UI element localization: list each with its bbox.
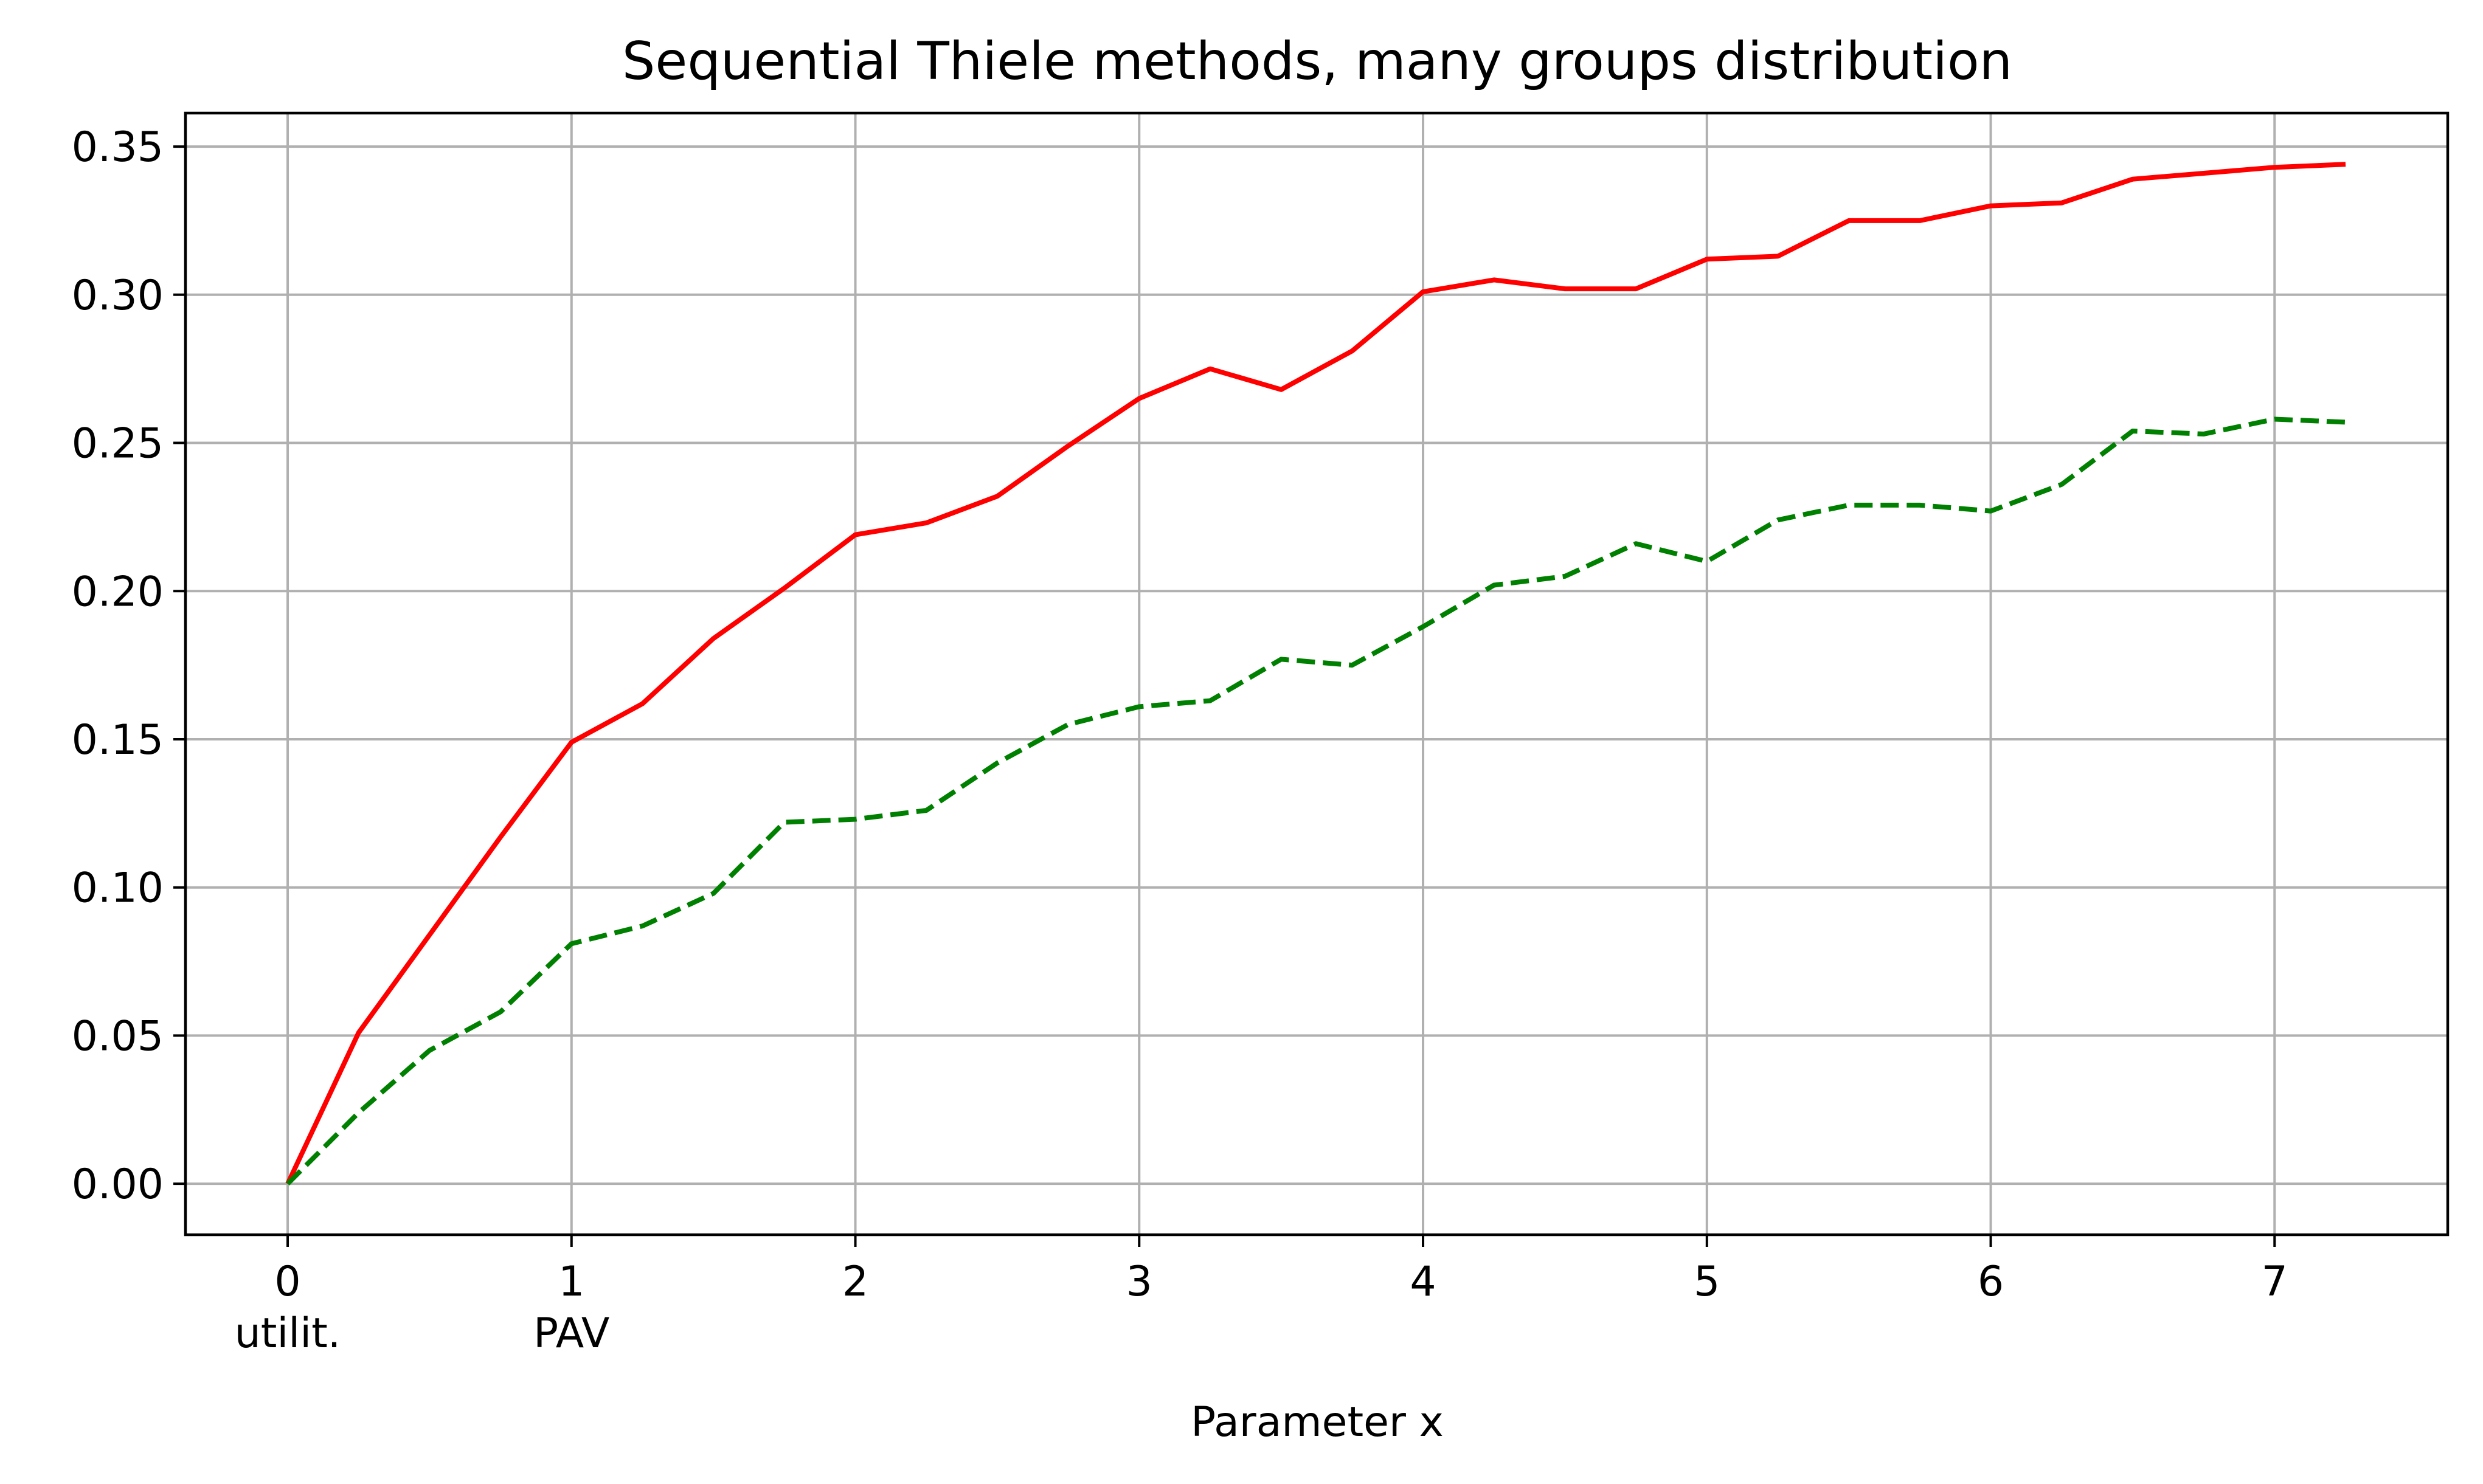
y-tick-label: 0.10 <box>72 865 164 913</box>
y-tick-label: 0.35 <box>72 123 164 171</box>
series-lines <box>285 162 2346 1186</box>
x-tick-label: 7 <box>2262 1258 2288 1306</box>
y-tick-label: 0.15 <box>72 716 164 764</box>
x-tick-label: 0 <box>274 1258 300 1306</box>
chart-title: Sequential Thiele methods, many groups d… <box>622 31 2012 92</box>
y-tick-label: 0.05 <box>72 1012 164 1060</box>
plot-frame <box>184 111 2450 1237</box>
y-tick-label: 0.00 <box>72 1161 164 1209</box>
series-line-red <box>285 162 2346 1185</box>
x-tick-sublabel: utilit. <box>235 1310 341 1358</box>
y-tick-label: 0.20 <box>72 568 164 616</box>
axis-ticks: 0 1 2 3 4 5 6 7 utilit. PAV 0.00 0.05 0.10 0.15 0.20 0.… <box>72 123 2288 1358</box>
y-tick-label: 0.30 <box>72 272 164 320</box>
x-tick-label: 3 <box>1126 1258 1152 1306</box>
series-line-green <box>286 416 2346 1186</box>
x-tick-label: 6 <box>1978 1258 2004 1306</box>
x-tick-label: 1 <box>558 1258 584 1306</box>
grid <box>185 113 2448 1235</box>
x-axis-label: Parameter x <box>1191 1398 1444 1446</box>
x-tick-sublabel: PAV <box>533 1310 609 1358</box>
y-tick-label: 0.25 <box>72 420 164 468</box>
x-tick-label: 4 <box>1410 1258 1436 1306</box>
x-tick-label: 5 <box>1694 1258 1720 1306</box>
x-tick-label: 2 <box>842 1258 868 1306</box>
